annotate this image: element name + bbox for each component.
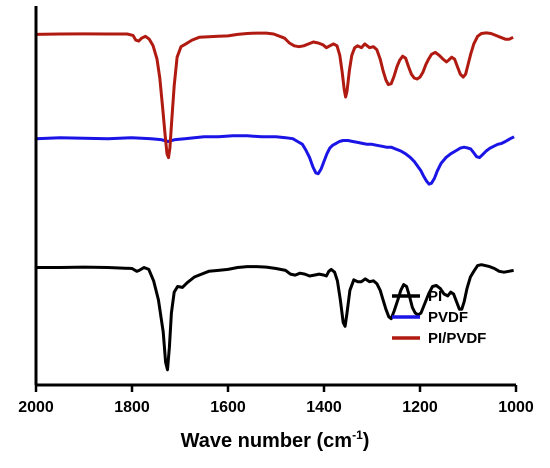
x-axis-label-tail: ) <box>363 430 370 452</box>
legend-label-pvdf: PVDF <box>428 309 468 326</box>
legend-label-pi-pvdf: PI/PVDF <box>428 330 486 347</box>
legend-label-pi: PI <box>428 288 442 305</box>
x-tick-label-1200: 1200 <box>402 399 438 416</box>
series-line-pi <box>36 263 514 372</box>
legend: PI PVDF PI/PVDF <box>392 288 486 347</box>
x-tick-label-1800: 1800 <box>114 399 150 416</box>
x-ticks: 2000 1800 1600 1400 1200 1000 <box>18 385 534 416</box>
series-line-pvdf <box>35 134 515 186</box>
x-axis-label: Wave number (cm-1) <box>181 428 370 452</box>
x-tick-label-1600: 1600 <box>210 399 246 416</box>
series-line-pi-pvdf <box>35 31 514 160</box>
x-axis-label-main: Wave number (cm <box>181 430 353 452</box>
series-layer <box>35 31 515 372</box>
axes-layer <box>34 6 516 387</box>
x-axis-label-superscript: -1 <box>352 428 363 442</box>
x-tick-label-1000: 1000 <box>498 399 534 416</box>
x-tick-label-2000: 2000 <box>18 399 54 416</box>
x-tick-label-1400: 1400 <box>306 399 342 416</box>
